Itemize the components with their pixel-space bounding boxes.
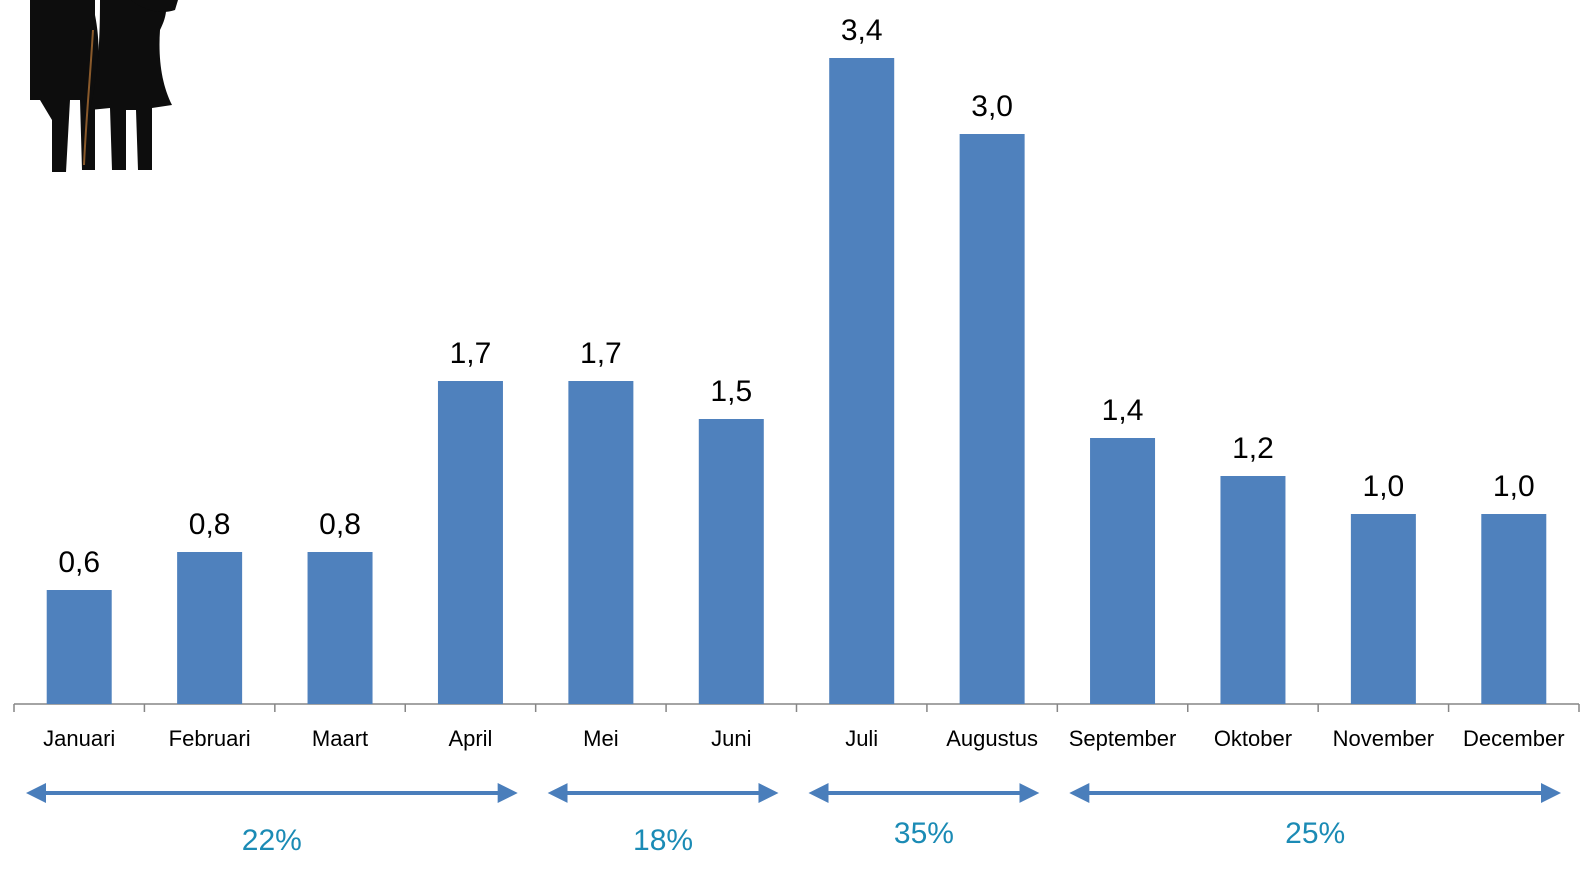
bar-november — [1350, 514, 1416, 704]
value-label: 1,7 — [450, 337, 492, 370]
category-label: September — [1069, 726, 1177, 751]
bar-april — [437, 381, 503, 704]
category-label: Juni — [711, 726, 751, 751]
bar-maart — [307, 552, 373, 704]
period-percentage-label: 18% — [633, 824, 693, 857]
bar-juli — [829, 58, 895, 704]
value-label: 1,0 — [1493, 470, 1535, 503]
category-label: Maart — [312, 726, 368, 751]
value-label: 1,0 — [1363, 470, 1405, 503]
value-label: 0,8 — [319, 508, 361, 541]
category-labels-group: Januari Februari Maart April Mei Juni Juli Augu… — [43, 726, 1564, 751]
bar-september — [1090, 438, 1156, 704]
bar-mei — [568, 381, 634, 704]
category-label: April — [448, 726, 492, 751]
category-label: Augustus — [946, 726, 1038, 751]
category-label: Juli — [845, 726, 878, 751]
couple-icon — [30, 0, 178, 172]
category-label: December — [1463, 726, 1564, 751]
value-label: 1,5 — [710, 375, 752, 408]
period-percentage-label: 22% — [242, 824, 302, 857]
bars-group — [46, 58, 1547, 704]
value-label: 3,4 — [841, 14, 883, 47]
category-label: Februari — [169, 726, 251, 751]
period-annotations-group: 22% 18% 35% 25% — [26, 783, 1561, 857]
bar-februari — [177, 552, 243, 704]
value-labels-group: 0,6 0,8 0,8 1,7 1,7 1,5 3,4 3,0 1,4 1,2 1,0 1,0 — [58, 14, 1534, 579]
value-label: 1,4 — [1102, 394, 1144, 427]
bar-december — [1481, 514, 1547, 704]
bar-augustus — [959, 134, 1025, 704]
bar-januari — [46, 590, 112, 704]
value-label: 0,6 — [58, 546, 100, 579]
bar-oktober — [1220, 476, 1286, 704]
value-label: 1,2 — [1232, 432, 1274, 465]
category-label: November — [1333, 726, 1434, 751]
category-label: Januari — [43, 726, 115, 751]
period-percentage-label: 35% — [894, 817, 954, 850]
value-label: 1,7 — [580, 337, 622, 370]
value-label: 3,0 — [971, 90, 1013, 123]
category-label: Mei — [583, 726, 618, 751]
category-label: Oktober — [1214, 726, 1292, 751]
bar-juni — [698, 419, 764, 704]
period-percentage-label: 25% — [1285, 817, 1345, 850]
x-axis-ticks — [13, 704, 1580, 712]
value-label: 0,8 — [189, 508, 231, 541]
